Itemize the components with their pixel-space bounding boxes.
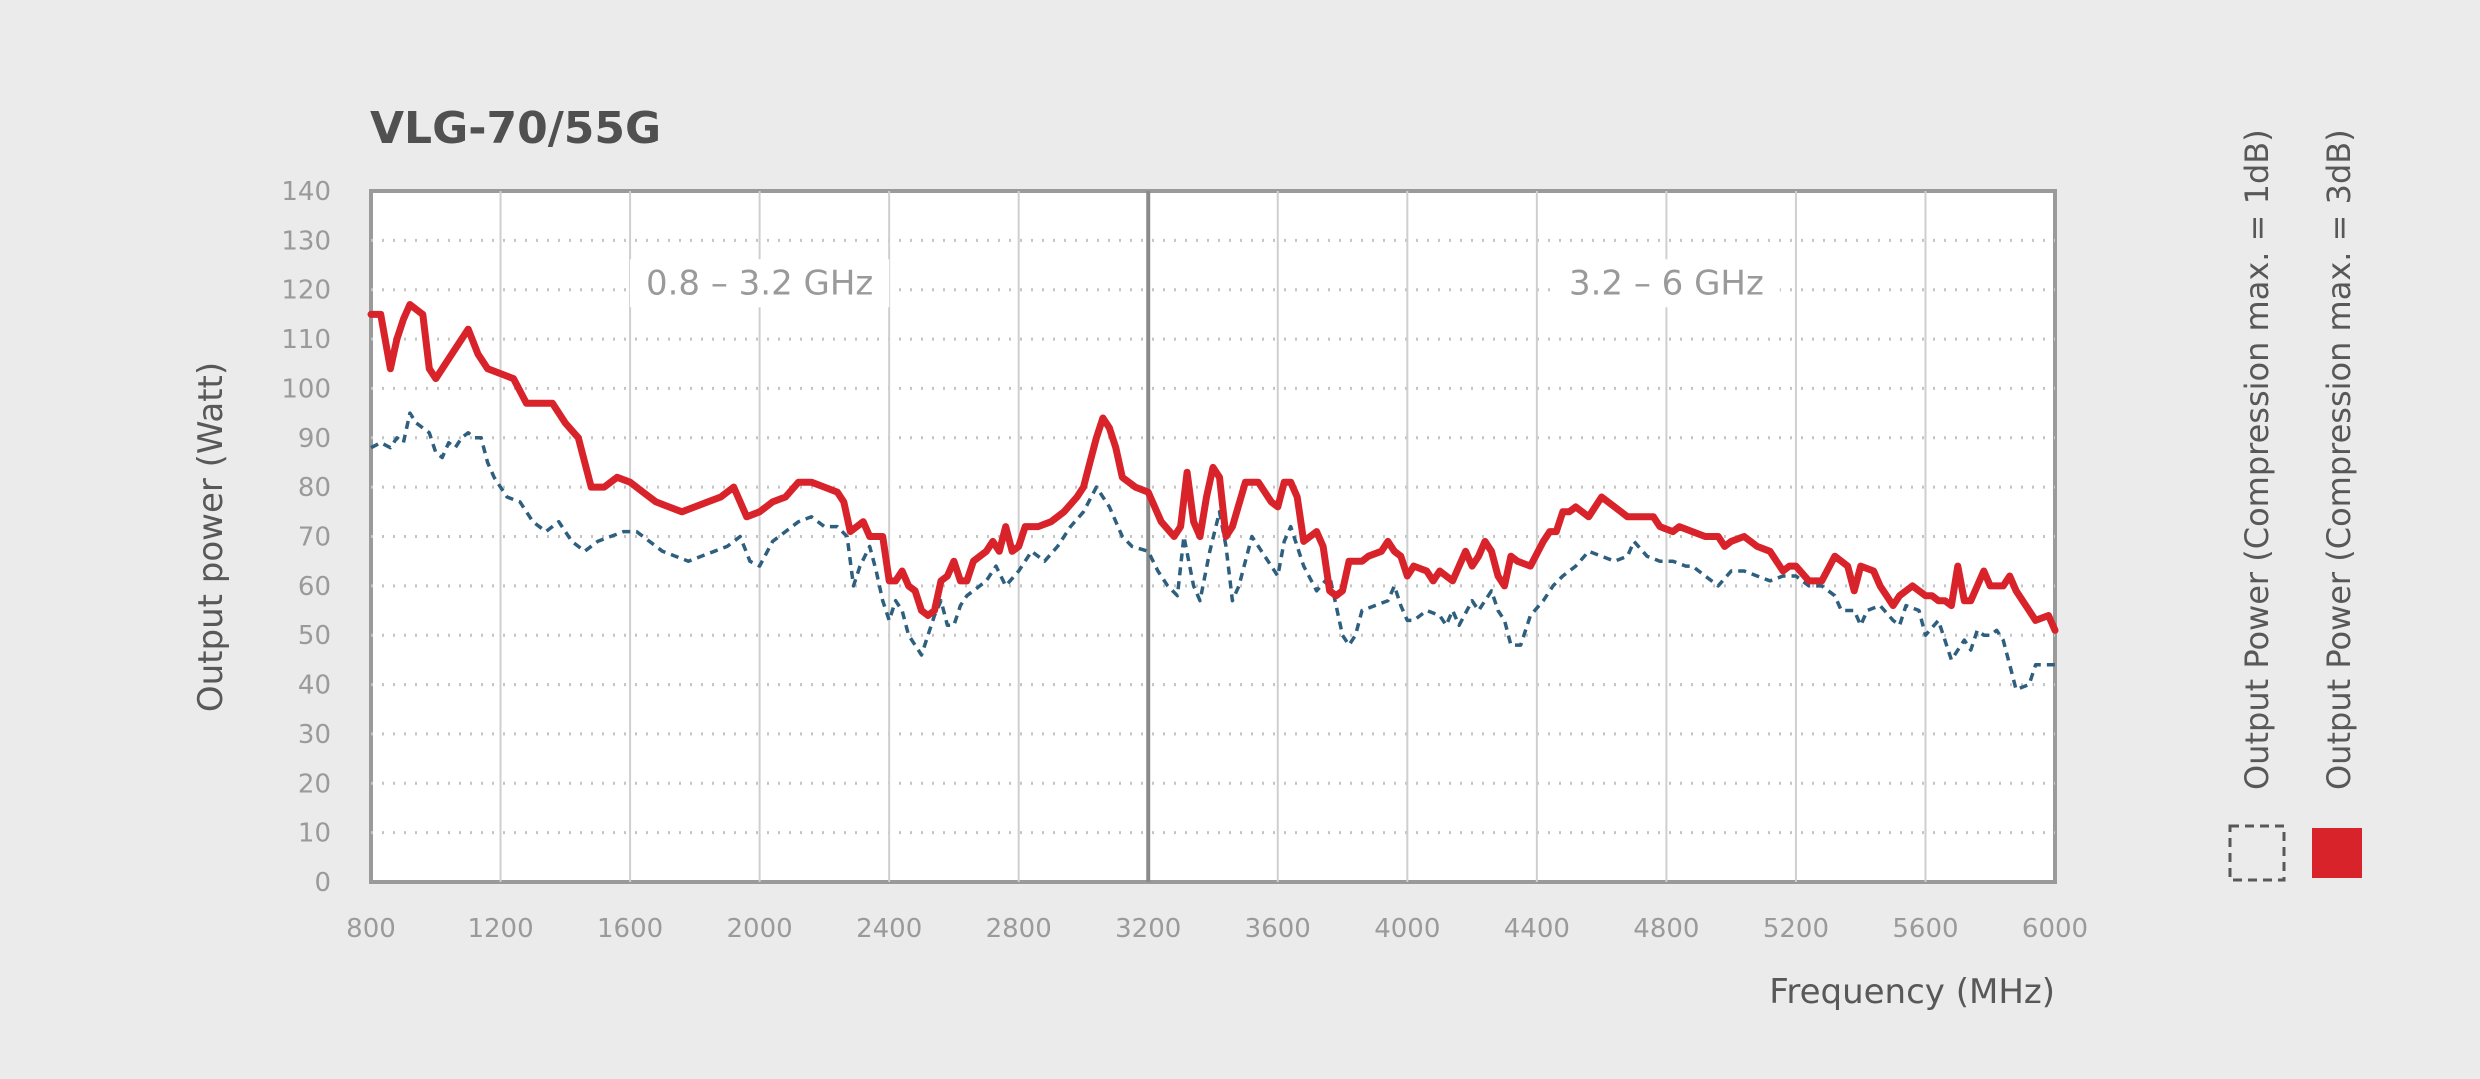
x-tick-label: 6000 [2022,914,2088,944]
band-annotation: 0.8 – 3.2 GHz [646,263,873,303]
annotation-background [629,259,890,308]
x-tick-label: 4400 [1504,914,1570,944]
legend: Output Power (Compression max. = 1dB) Ou… [2228,129,2362,882]
chart-title: VLG-70/55G [370,103,661,154]
series-line-1db [370,411,2055,692]
y-tick-label: 50 [298,621,331,651]
legend-label-3db: Output Power (Compression max. = 3dB) [2320,129,2358,790]
y-tick-label: 110 [281,325,331,355]
x-tick-label: 5200 [1763,914,1829,944]
legend-swatch-3db [2312,828,2362,878]
y-tick-label: 130 [281,226,331,256]
y-tick-label: 10 [298,819,331,849]
y-axis-ticks: 0 10 20 30 40 50 60 70 80 90 100 110 120 130 140 [281,177,331,898]
y-tick-label: 40 [298,671,331,701]
x-tick-label: 1200 [467,914,533,944]
x-tick-label: 3200 [1115,914,1181,944]
y-tick-label: 20 [298,769,331,799]
x-tick-label: 3600 [1245,914,1311,944]
y-tick-label: 140 [281,177,331,207]
y-tick-label: 80 [298,473,331,503]
y-tick-label: 30 [298,720,331,750]
x-tick-label: 4000 [1374,914,1440,944]
x-tick-label: 1600 [597,914,663,944]
legend-swatch-1db [2228,824,2286,882]
y-axis-label: Output power (Watt) [191,362,231,712]
y-tick-label: 120 [281,276,331,306]
legend-label-1db: Output Power (Compression max. = 1dB) [2238,129,2276,790]
annotation-background [1552,259,1780,308]
x-tick-label: 5600 [1892,914,1958,944]
x-tick-label: 800 [346,914,396,944]
x-tick-label: 2400 [856,914,922,944]
y-tick-label: 70 [298,523,331,553]
y-tick-label: 0 [314,868,331,898]
x-axis-label: Frequency (MHz) [1769,972,2055,1012]
x-tick-label: 4800 [1633,914,1699,944]
annotations: 0.8 – 3.2 GHz 3.2 – 6 GHz [629,259,1780,308]
y-tick-label: 100 [281,374,331,404]
x-axis-ticks: 800 1200 1600 2000 2400 2800 3200 3600 4000 4400 4… [346,914,2088,944]
series-line-3db [367,301,2059,634]
series [367,301,2059,692]
y-tick-label: 60 [298,572,331,602]
y-tick-label: 90 [298,424,331,454]
x-tick-label: 2800 [986,914,1052,944]
x-tick-label: 2000 [727,914,793,944]
band-annotation: 3.2 – 6 GHz [1569,263,1764,303]
